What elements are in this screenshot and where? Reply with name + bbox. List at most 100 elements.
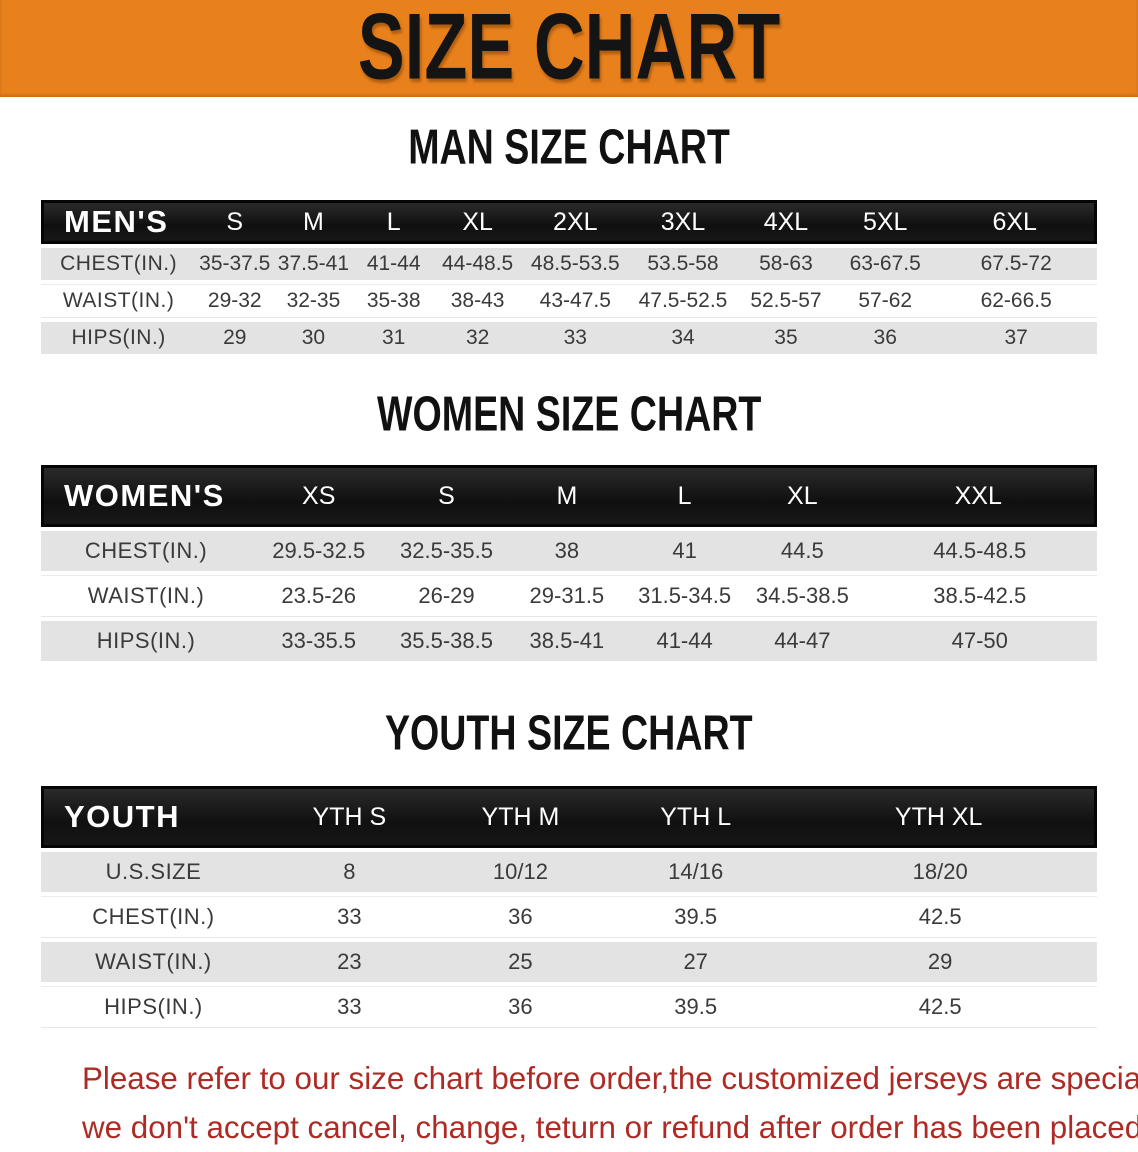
- size-value-cell: 38: [506, 531, 628, 571]
- size-value-cell: 36: [432, 986, 609, 1028]
- youth-size-table: YOUTH YTH S YTH M YTH L YTH XL U.S.SIZE 8 10/12…: [41, 782, 1097, 1032]
- table-row: WAIST(IN.) 29-32 32-35 35-38 38-43 43-47.5 47.…: [41, 284, 1097, 318]
- size-value-cell: 35: [736, 322, 836, 354]
- size-value-cell: 42.5: [783, 896, 1097, 938]
- table-header-row: YOUTH YTH S YTH M YTH L YTH XL: [41, 786, 1097, 848]
- size-value-cell: 63-67.5: [835, 248, 936, 280]
- size-table: YOUTH YTH S YTH M YTH L YTH XL U.S.SIZE 8 10/12…: [41, 782, 1097, 1032]
- size-value-cell: 10/12: [432, 852, 609, 892]
- size-value-cell: 44-47: [742, 621, 863, 661]
- men-size-section: MAN SIZE CHART MEN'S S M L XL 2XL 3XL 4XL 5XL 6XL…: [41, 118, 1097, 358]
- size-column-header: M: [506, 465, 628, 527]
- size-value-cell: 32.5-35.5: [386, 531, 507, 571]
- size-value-cell: 36: [835, 322, 936, 354]
- size-value-cell: 38.5-41: [506, 621, 628, 661]
- size-value-cell: 41-44: [353, 248, 434, 280]
- size-value-cell: 29: [783, 942, 1097, 982]
- table-group-label: WOMEN'S: [41, 465, 252, 527]
- size-value-cell: 39.5: [608, 896, 784, 938]
- size-value-cell: 35.5-38.5: [386, 621, 507, 661]
- table-header-row: MEN'S S M L XL 2XL 3XL 4XL 5XL 6XL: [41, 200, 1097, 244]
- size-value-cell: 44-48.5: [433, 248, 522, 280]
- size-value-cell: 33: [265, 896, 433, 938]
- size-value-cell: 33: [265, 986, 433, 1028]
- size-value-cell: 52.5-57: [736, 284, 836, 318]
- size-column-header: S: [196, 200, 274, 244]
- table-row: CHEST(IN.) 33 36 39.5 42.5: [41, 896, 1097, 938]
- size-value-cell: 8: [265, 852, 433, 892]
- size-value-cell: 26-29: [386, 575, 507, 617]
- table-row: HIPS(IN.) 33 36 39.5 42.5: [41, 986, 1097, 1028]
- size-column-header: S: [386, 465, 507, 527]
- size-value-cell: 29.5-32.5: [251, 531, 387, 571]
- size-value-cell: 32: [433, 322, 522, 354]
- size-column-header: XL: [742, 465, 863, 527]
- size-value-cell: 53.5-58: [629, 248, 737, 280]
- table-row: U.S.SIZE 8 10/12 14/16 18/20: [41, 852, 1097, 892]
- size-column-header: XS: [251, 465, 387, 527]
- size-column-header: 4XL: [736, 200, 836, 244]
- size-table: WOMEN'S XS S M L XL XXL CHEST(IN.) 29.5-32.5 32.5…: [41, 461, 1097, 665]
- size-value-cell: 37.5-41: [273, 248, 354, 280]
- size-value-cell: 41-44: [627, 621, 743, 661]
- size-value-cell: 29: [196, 322, 274, 354]
- size-value-cell: 31.5-34.5: [627, 575, 743, 617]
- size-column-header: XXL: [862, 465, 1097, 527]
- banner-title: SIZE CHART: [357, 0, 781, 99]
- size-value-cell: 34.5-38.5: [742, 575, 863, 617]
- measure-row-label: HIPS(IN.): [41, 322, 197, 354]
- size-value-cell: 23: [265, 942, 433, 982]
- disclaimer-line-2: we don't accept cancel, change, teturn o…: [82, 1109, 1138, 1145]
- size-value-cell: 23.5-26: [251, 575, 387, 617]
- disclaimer-line-1: Please refer to our size chart before or…: [82, 1060, 1138, 1096]
- measure-row-label: CHEST(IN.): [41, 896, 266, 938]
- size-value-cell: 36: [432, 896, 609, 938]
- size-value-cell: 47-50: [862, 621, 1097, 661]
- men-section-heading: MAN SIZE CHART: [408, 118, 730, 175]
- size-value-cell: 48.5-53.5: [521, 248, 630, 280]
- measure-row-label: WAIST(IN.): [41, 575, 252, 617]
- size-column-header: YTH XL: [783, 786, 1097, 848]
- men-size-table: MEN'S S M L XL 2XL 3XL 4XL 5XL 6XL CHEST(IN.) 35-37…: [41, 196, 1097, 358]
- size-value-cell: 35-38: [353, 284, 434, 318]
- youth-size-section: YOUTH SIZE CHART YOUTH YTH S YTH M YTH L YTH…: [41, 705, 1097, 1032]
- disclaimer-text: Please refer to our size chart before or…: [82, 1054, 1138, 1152]
- measure-row-label: CHEST(IN.): [41, 248, 197, 280]
- size-column-header: 5XL: [835, 200, 936, 244]
- size-column-header: M: [273, 200, 354, 244]
- size-value-cell: 42.5: [783, 986, 1097, 1028]
- size-value-cell: 43-47.5: [521, 284, 630, 318]
- size-value-cell: 29-32: [196, 284, 274, 318]
- size-value-cell: 35-37.5: [196, 248, 274, 280]
- table-row: HIPS(IN.) 33-35.5 35.5-38.5 38.5-41 41-44 44-…: [41, 621, 1097, 661]
- size-table: MEN'S S M L XL 2XL 3XL 4XL 5XL 6XL CHEST(IN.) 35-37…: [41, 196, 1097, 358]
- size-value-cell: 44.5-48.5: [862, 531, 1097, 571]
- table-row: WAIST(IN.) 23.5-26 26-29 29-31.5 31.5-34.5 34…: [41, 575, 1097, 617]
- size-value-cell: 30: [273, 322, 354, 354]
- size-value-cell: 39.5: [608, 986, 784, 1028]
- women-size-section: WOMEN SIZE CHART WOMEN'S XS S M L XL XXL CHEST(…: [41, 385, 1097, 665]
- size-value-cell: 58-63: [736, 248, 836, 280]
- size-value-cell: 27: [608, 942, 784, 982]
- size-value-cell: 38.5-42.5: [862, 575, 1097, 617]
- women-section-heading: WOMEN SIZE CHART: [376, 385, 762, 442]
- table-group-label: YOUTH: [41, 786, 266, 848]
- size-value-cell: 29-31.5: [506, 575, 628, 617]
- size-value-cell: 31: [353, 322, 434, 354]
- size-column-header: L: [627, 465, 743, 527]
- measure-row-label: WAIST(IN.): [41, 942, 266, 982]
- table-row: HIPS(IN.) 29 30 31 32 33 34 35 36 37: [41, 322, 1097, 354]
- size-value-cell: 33-35.5: [251, 621, 387, 661]
- measure-row-label: HIPS(IN.): [41, 621, 252, 661]
- size-value-cell: 25: [432, 942, 609, 982]
- size-value-cell: 18/20: [783, 852, 1097, 892]
- size-value-cell: 41: [627, 531, 743, 571]
- measure-row-label: U.S.SIZE: [41, 852, 266, 892]
- size-value-cell: 14/16: [608, 852, 784, 892]
- size-value-cell: 47.5-52.5: [629, 284, 737, 318]
- measure-row-label: CHEST(IN.): [41, 531, 252, 571]
- size-column-header: YTH L: [608, 786, 784, 848]
- size-column-header: XL: [433, 200, 522, 244]
- size-value-cell: 67.5-72: [935, 248, 1097, 280]
- women-size-table: WOMEN'S XS S M L XL XXL CHEST(IN.) 29.5-32.5 32.5…: [41, 461, 1097, 665]
